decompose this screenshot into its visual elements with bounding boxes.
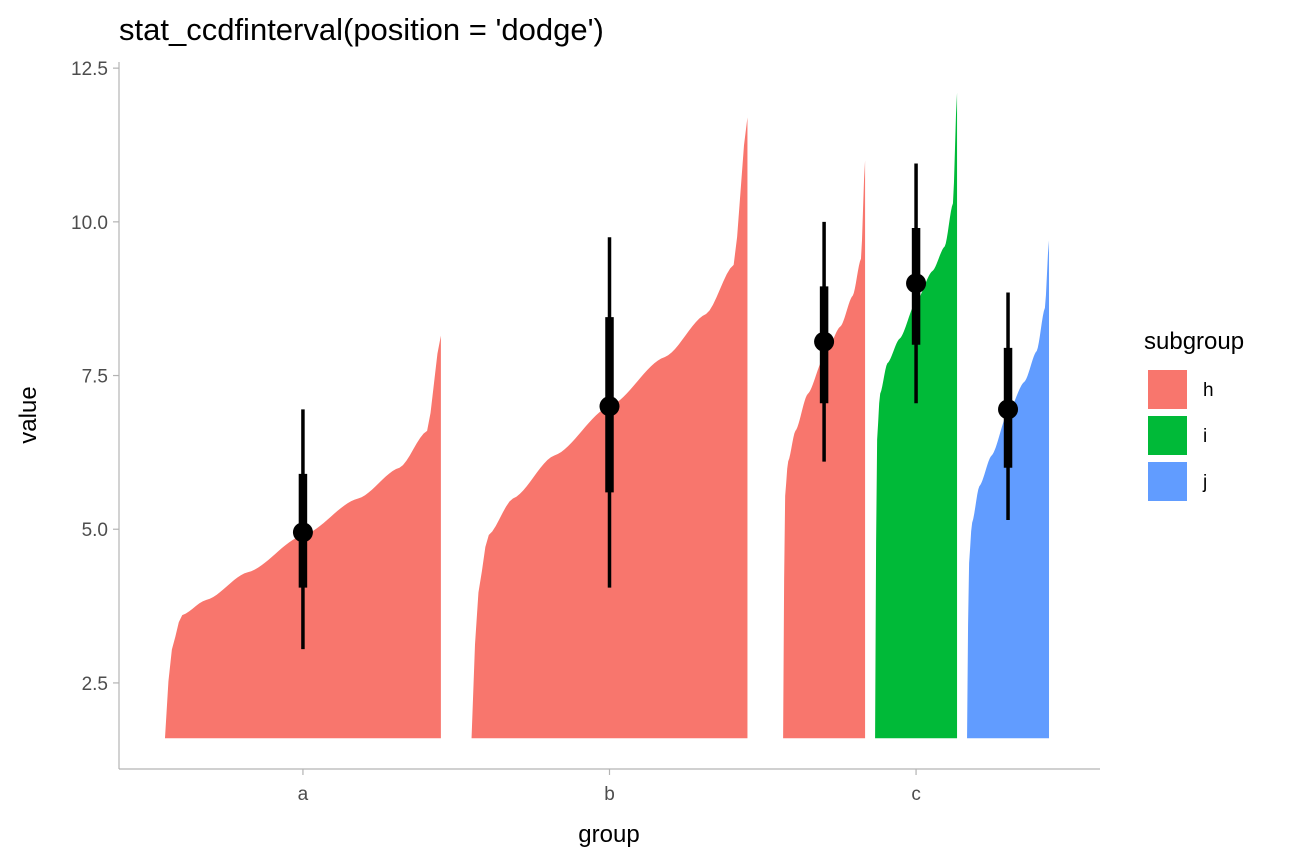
chart-title: stat_ccdfinterval(position = 'dodge'): [119, 12, 604, 47]
y-axis-ticks: 2.5 5.0 7.5 10.0 12.5: [71, 59, 119, 695]
legend-key-h: [1148, 370, 1187, 409]
x-tick-label: b: [604, 784, 615, 805]
y-axis-title: value: [15, 386, 42, 443]
x-axis-title: group: [578, 821, 639, 848]
ccdf-slab-c-i: [875, 92, 958, 739]
x-tick-label: c: [911, 784, 921, 805]
legend-key-j: [1148, 462, 1187, 501]
y-tick-label: 12.5: [71, 59, 108, 80]
median-point-c-j: [998, 399, 1019, 420]
y-tick-label: 2.5: [82, 674, 108, 695]
y-tick-label: 10.0: [71, 213, 108, 234]
legend-label-h: h: [1203, 380, 1214, 401]
median-point-c-h: [814, 331, 835, 352]
legend-key-i: [1148, 416, 1187, 455]
x-tick-label: a: [298, 784, 309, 805]
point-intervals: [292, 163, 1019, 650]
y-tick-label: 5.0: [82, 520, 108, 541]
median-point-a-h: [292, 522, 313, 543]
legend: h i j: [1148, 370, 1214, 501]
legend-title: subgroup: [1144, 328, 1244, 355]
median-point-b-h: [599, 396, 620, 417]
median-point-c-i: [906, 273, 927, 294]
legend-label-j: j: [1202, 472, 1207, 493]
y-tick-label: 7.5: [82, 367, 108, 388]
x-axis-ticks: a b c: [298, 769, 921, 805]
legend-label-i: i: [1203, 426, 1207, 447]
